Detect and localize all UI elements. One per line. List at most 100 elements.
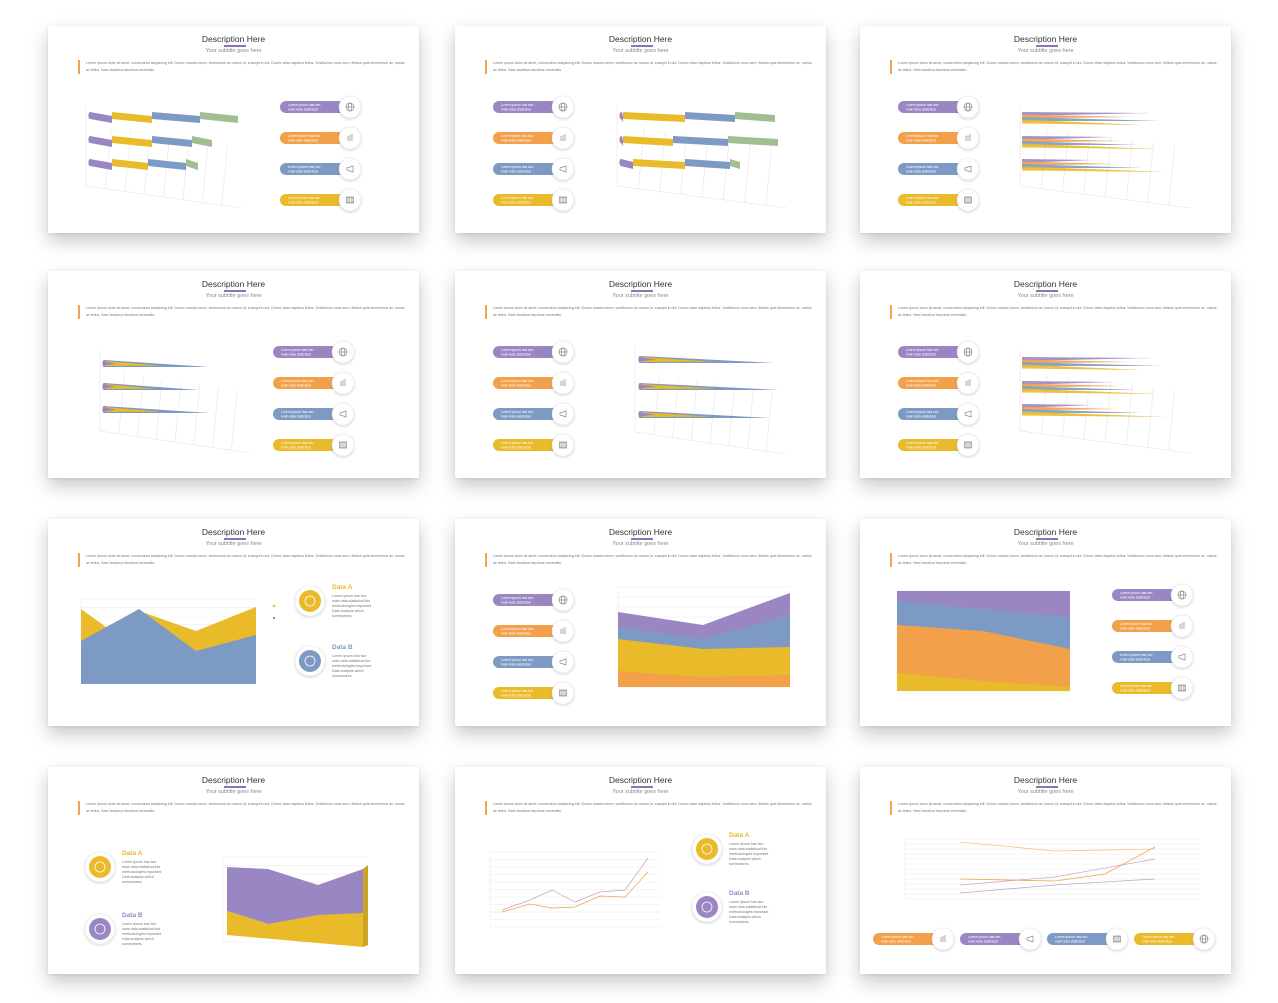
slide-title: Description Here (201, 34, 266, 44)
pill-text-line: main data statistical (906, 415, 936, 419)
pill-text-line: main data statistical (501, 201, 531, 205)
slide-thumbnail-3[interactable]: Description Here Your subtitle goes here… (860, 26, 1231, 233)
slide-title: Description Here (1013, 527, 1078, 537)
globe-icon (1177, 590, 1187, 600)
hand-icon (696, 838, 718, 860)
slide-thumbnail-10[interactable]: Description Here Your subtitle goes here… (48, 767, 419, 974)
bar-segment (730, 159, 740, 169)
title-underline (224, 786, 246, 788)
data-desc-line: main data statistical this (332, 659, 370, 663)
pill-text-line: Lorem Ipsum has two (281, 379, 314, 383)
slide-body-text: Lorem ipsum dolor sit amet, consectetur … (485, 305, 813, 319)
spike-bar (1022, 164, 1142, 168)
pill-text-line: main data statistical (281, 353, 311, 357)
slide-thumbnail-12[interactable]: Description Here Your subtitle goes here… (860, 767, 1231, 974)
bar-segment (623, 112, 685, 122)
title-underline (631, 45, 653, 47)
stack-series-d (897, 673, 1070, 691)
bar-segment (633, 159, 685, 169)
slide-thumbnail-7[interactable]: Description Here Your subtitle goes here… (48, 519, 419, 726)
slide-thumbnail-2[interactable]: Description Here Your subtitle goes here… (455, 26, 826, 233)
list-icon (559, 196, 567, 204)
spike-bar (1022, 362, 1162, 366)
slide-thumbnail-11[interactable]: Description Here Your subtitle goes here… (455, 767, 826, 974)
bar-segment (152, 112, 200, 123)
pill-text-line: main data statistical (1120, 689, 1150, 693)
megaphone-icon (964, 410, 972, 418)
bar-segment (112, 136, 152, 147)
pill-text-line: main data statistical (501, 108, 531, 112)
spike-bar (1022, 117, 1162, 121)
data-desc-line: Lorem Ipsum has two (332, 594, 366, 598)
slide-thumbnail-5[interactable]: Description Here Your subtitle goes here… (455, 271, 826, 478)
slide-title: Description Here (201, 775, 266, 785)
slide-thumbnail-1[interactable]: Description Here Your subtitle goes here… (48, 26, 419, 233)
list-icon (1113, 935, 1121, 943)
list-icon (559, 441, 567, 449)
slide-thumbnail-8[interactable]: Description Here Your subtitle goes here… (455, 519, 826, 726)
slide-subtitle: Your subtitle goes here (1017, 789, 1074, 795)
pill-text-line: main data statistical (1120, 627, 1150, 631)
line-series-b (959, 846, 1156, 882)
data-desc-line: methodologies important (729, 910, 768, 914)
pill-text-line: Lorem Ipsum has two (288, 103, 321, 107)
pill-text-line: Lorem Ipsum has two (281, 410, 314, 414)
pill-text-line: main data statistical (968, 940, 998, 944)
megaphone-icon (559, 165, 567, 173)
slide-thumbnail-4[interactable]: Description Here Your subtitle goes here… (48, 271, 419, 478)
data-desc-line: summarizes. (122, 942, 142, 946)
data-desc-line: summarizes. (332, 614, 352, 618)
slide-title: Description Here (608, 279, 673, 289)
data-desc-line: main data statistical this (122, 865, 160, 869)
slide-thumbnail-6[interactable]: Description Here Your subtitle goes here… (860, 271, 1231, 478)
chart-axes (634, 347, 786, 455)
data-desc-line: Data analysis which (729, 915, 761, 919)
spike-bar (1022, 114, 1132, 119)
title-underline (224, 538, 246, 540)
pill-text-line: main data statistical (288, 170, 318, 174)
pill-text-line: Lorem Ipsum has two (288, 165, 321, 169)
pill-text-line: Lorem Ipsum has two (501, 134, 534, 138)
slide-thumbnail-9[interactable]: Description Here Your subtitle goes here… (860, 519, 1231, 726)
pill-text-line: Lorem Ipsum has two (906, 103, 939, 107)
pill-text-line: Lorem Ipsum has two (1120, 684, 1153, 688)
